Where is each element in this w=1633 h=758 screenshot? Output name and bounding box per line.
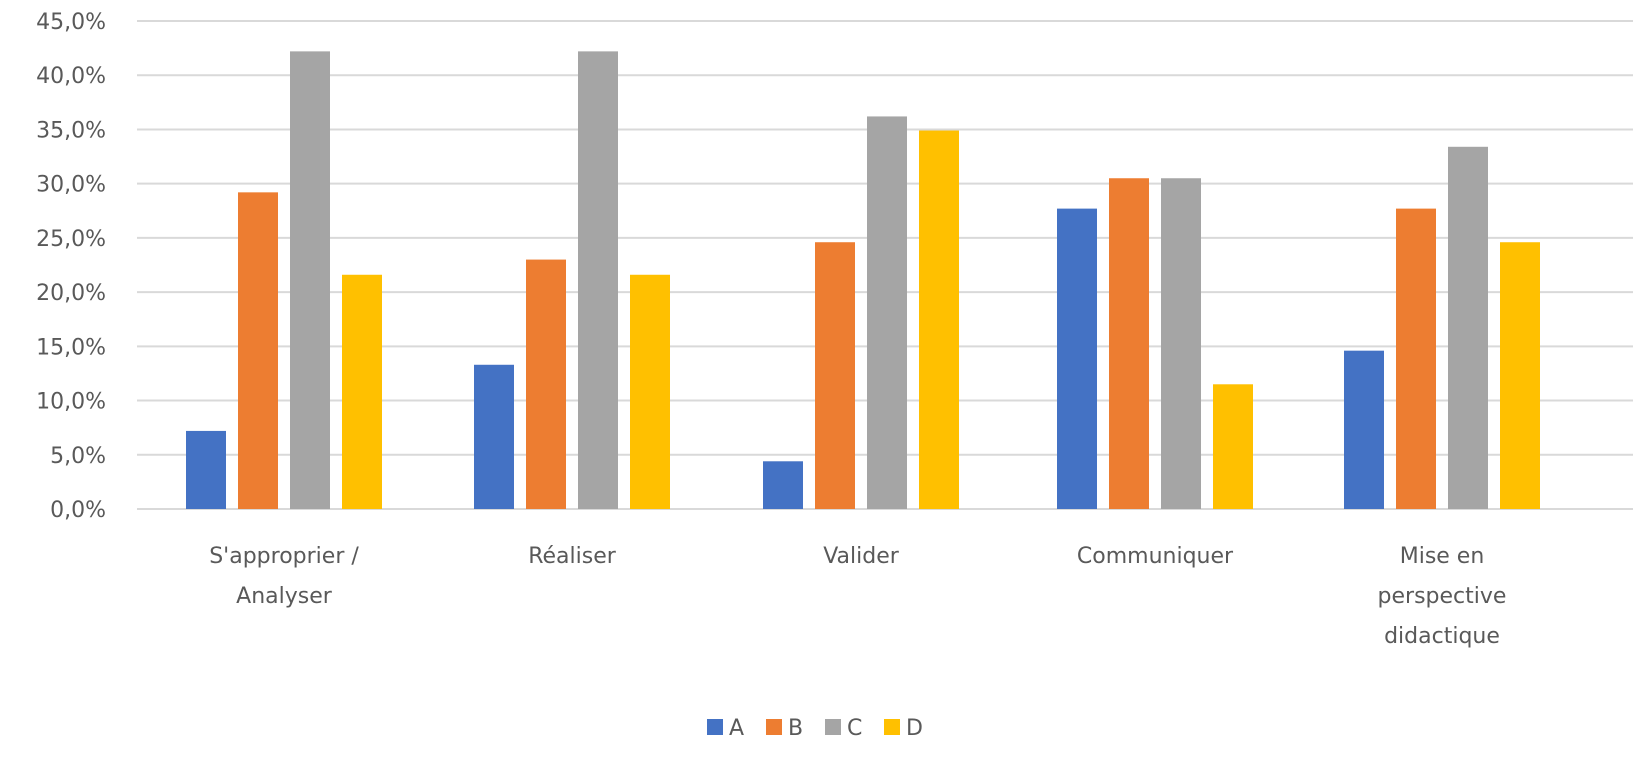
y-tick-label: 30,0% [36,173,106,198]
category-label: Analyser [236,584,333,609]
legend-swatch-c [825,719,841,735]
bar-b-0 [238,192,278,509]
bar-c-3 [1161,178,1201,509]
bar-b-4 [1396,208,1436,509]
bar-a-1 [474,364,514,509]
bar-d-4 [1500,242,1540,509]
y-tick-label: 5,0% [50,444,106,469]
bar-d-1 [630,274,670,509]
legend-swatch-b [766,719,782,735]
legend-swatch-d [884,719,900,735]
y-tick-label: 10,0% [36,390,106,415]
category-label: didactique [1384,624,1500,649]
bar-d-0 [342,274,382,509]
y-tick-label: 25,0% [36,227,106,252]
category-label: Réaliser [528,544,617,569]
bar-c-4 [1448,146,1488,509]
bar-b-2 [815,242,855,509]
bar-d-3 [1213,384,1253,509]
bar-a-2 [763,461,803,509]
y-tick-label: 15,0% [36,335,106,360]
bar-b-3 [1109,178,1149,509]
bar-a-3 [1057,208,1097,509]
y-tick-label: 20,0% [36,281,106,306]
legend-label-c: C [847,716,862,741]
category-label: S'approprier / [209,544,359,569]
category-label: Mise en [1400,544,1485,569]
legend: A B C D [707,716,923,741]
bar-d-2 [919,130,959,510]
bar-a-0 [186,430,226,509]
bars [186,51,1540,510]
legend-swatch-a [707,719,723,735]
y-tick-label: 45,0% [36,10,106,35]
bar-a-4 [1344,350,1384,509]
category-label: Valider [823,544,900,569]
bar-b-1 [526,259,566,509]
bar-c-1 [578,51,618,510]
legend-label-b: B [788,716,803,741]
category-label: Communiquer [1077,544,1234,569]
bar-c-2 [867,116,907,509]
y-tick-label: 35,0% [36,118,106,143]
category-label: perspective [1378,584,1507,609]
legend-label-d: D [906,716,923,741]
y-tick-label: 40,0% [36,64,106,89]
y-axis-ticks: 0,0% 5,0% 10,0% 15,0% 20,0% 25,0% 30,0% 35,0% 40… [36,10,106,523]
y-tick-label: 0,0% [50,498,106,523]
category-labels: S'approprier / Analyser Réaliser Valider Com… [209,544,1506,649]
bar-c-0 [290,51,330,510]
legend-label-a: A [729,716,744,741]
